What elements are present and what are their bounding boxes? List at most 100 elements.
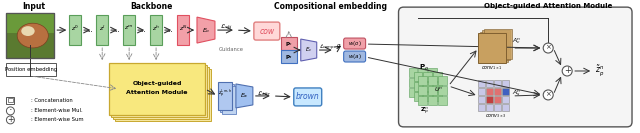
- FancyBboxPatch shape: [111, 65, 207, 117]
- FancyBboxPatch shape: [433, 92, 442, 101]
- Text: $E_c$: $E_c$: [305, 46, 312, 55]
- Text: $z^l$: $z^l$: [99, 23, 106, 33]
- Circle shape: [6, 107, 14, 115]
- Text: $\mathbf{p}_a$: $\mathbf{p}_a$: [285, 53, 293, 61]
- FancyBboxPatch shape: [419, 86, 428, 95]
- Circle shape: [543, 90, 553, 100]
- FancyBboxPatch shape: [486, 88, 493, 95]
- FancyBboxPatch shape: [502, 96, 509, 103]
- FancyBboxPatch shape: [419, 68, 428, 77]
- Text: ...: ...: [113, 27, 120, 33]
- Text: Guidance: Guidance: [218, 47, 243, 52]
- Text: $\mathcal{L}_{attr}$: $\mathcal{L}_{attr}$: [257, 90, 271, 98]
- FancyBboxPatch shape: [494, 80, 501, 87]
- Polygon shape: [236, 84, 253, 108]
- FancyBboxPatch shape: [408, 68, 417, 77]
- Polygon shape: [197, 17, 215, 43]
- Text: $z^h$: $z^h$: [152, 23, 160, 33]
- FancyBboxPatch shape: [344, 51, 365, 62]
- Text: brown: brown: [296, 92, 319, 101]
- FancyBboxPatch shape: [494, 88, 501, 95]
- Ellipse shape: [21, 26, 35, 36]
- Text: $conv_{3\times3}$: $conv_{3\times3}$: [485, 112, 508, 120]
- FancyBboxPatch shape: [419, 76, 428, 85]
- FancyBboxPatch shape: [6, 13, 54, 33]
- FancyBboxPatch shape: [428, 78, 438, 87]
- FancyBboxPatch shape: [254, 22, 280, 40]
- FancyBboxPatch shape: [96, 15, 108, 45]
- FancyBboxPatch shape: [69, 15, 81, 45]
- Text: Attention Module: Attention Module: [126, 90, 188, 95]
- FancyBboxPatch shape: [502, 88, 509, 95]
- Text: ...: ...: [140, 27, 147, 33]
- Text: $w(a)$: $w(a)$: [348, 52, 362, 61]
- Text: $E_a$: $E_a$: [240, 92, 248, 100]
- FancyBboxPatch shape: [424, 82, 433, 91]
- Ellipse shape: [17, 23, 49, 48]
- Text: $\mathbf{P}_o$: $\mathbf{P}_o$: [419, 63, 428, 73]
- Text: $conv_{1\times1}$: $conv_{1\times1}$: [481, 64, 503, 72]
- Text: $w(o)$: $w(o)$: [348, 39, 362, 48]
- FancyBboxPatch shape: [218, 82, 232, 110]
- FancyBboxPatch shape: [478, 33, 506, 63]
- FancyBboxPatch shape: [419, 88, 428, 97]
- Text: Position embedding: Position embedding: [5, 67, 58, 72]
- Text: $\tilde{z}_p^n$: $\tilde{z}_p^n$: [595, 64, 605, 78]
- Circle shape: [6, 116, 14, 124]
- FancyBboxPatch shape: [399, 7, 632, 127]
- Text: ·: ·: [8, 105, 12, 115]
- FancyBboxPatch shape: [478, 96, 485, 103]
- FancyBboxPatch shape: [486, 104, 493, 111]
- FancyBboxPatch shape: [424, 72, 433, 81]
- Text: $A_c^n$: $A_c^n$: [511, 36, 521, 46]
- FancyBboxPatch shape: [419, 78, 428, 87]
- FancyBboxPatch shape: [344, 38, 365, 49]
- FancyBboxPatch shape: [408, 78, 417, 87]
- Text: Object-guided: Object-guided: [132, 81, 182, 86]
- FancyBboxPatch shape: [424, 92, 433, 101]
- Text: +: +: [7, 115, 13, 124]
- Text: $\mathbf{Z}_p^n$: $\mathbf{Z}_p^n$: [420, 105, 429, 116]
- FancyBboxPatch shape: [8, 98, 13, 102]
- FancyBboxPatch shape: [502, 104, 509, 111]
- FancyBboxPatch shape: [413, 92, 422, 101]
- Text: ×: ×: [545, 92, 551, 97]
- FancyBboxPatch shape: [486, 96, 493, 103]
- Text: : Element-wise Mul.: : Element-wise Mul.: [31, 108, 83, 113]
- Text: $\mathcal{L}_{comp}$: $\mathcal{L}_{comp}$: [319, 43, 335, 53]
- FancyBboxPatch shape: [6, 13, 54, 58]
- FancyBboxPatch shape: [413, 72, 422, 81]
- FancyBboxPatch shape: [484, 29, 512, 59]
- Text: $A_s^n$: $A_s^n$: [511, 88, 521, 98]
- FancyBboxPatch shape: [486, 80, 493, 87]
- FancyBboxPatch shape: [109, 63, 205, 115]
- FancyBboxPatch shape: [413, 82, 422, 91]
- Text: Input: Input: [22, 2, 45, 11]
- Text: $\mathbf{p}_o$: $\mathbf{p}_o$: [285, 40, 293, 48]
- Text: $U^n$: $U^n$: [434, 86, 443, 94]
- Polygon shape: [301, 39, 317, 61]
- FancyBboxPatch shape: [494, 96, 501, 103]
- FancyBboxPatch shape: [177, 15, 189, 45]
- FancyBboxPatch shape: [433, 82, 442, 91]
- FancyBboxPatch shape: [433, 72, 442, 81]
- Text: $\mathcal{L}_{obj}$: $\mathcal{L}_{obj}$: [220, 23, 234, 33]
- Text: ...: ...: [166, 27, 173, 33]
- FancyBboxPatch shape: [428, 68, 438, 77]
- Text: $g$: $g$: [336, 42, 341, 50]
- Text: Compositional embedding: Compositional embedding: [274, 2, 387, 11]
- FancyBboxPatch shape: [428, 76, 438, 85]
- FancyBboxPatch shape: [483, 30, 510, 60]
- FancyBboxPatch shape: [428, 86, 438, 95]
- Text: ...: ...: [86, 27, 93, 33]
- FancyBboxPatch shape: [408, 88, 417, 97]
- Text: Backbone: Backbone: [130, 2, 172, 11]
- Text: cow: cow: [259, 27, 275, 36]
- Text: +: +: [564, 66, 571, 76]
- Text: $z^m$: $z^m$: [124, 24, 134, 32]
- FancyBboxPatch shape: [150, 15, 162, 45]
- FancyBboxPatch shape: [294, 88, 322, 106]
- Text: ×: ×: [545, 45, 551, 51]
- FancyBboxPatch shape: [115, 69, 211, 121]
- FancyBboxPatch shape: [428, 88, 438, 97]
